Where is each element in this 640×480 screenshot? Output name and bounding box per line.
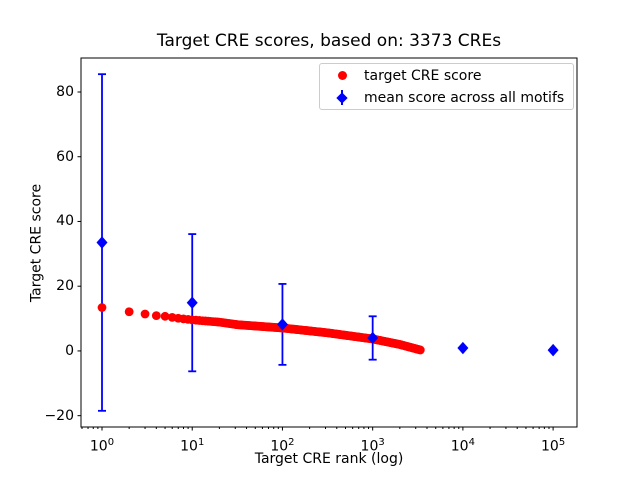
legend-label: target CRE score xyxy=(364,67,482,84)
target-cre-score-points xyxy=(97,303,425,355)
y-tick-label: 40 xyxy=(56,213,74,230)
x-tick-label: 100 xyxy=(89,437,115,455)
red-circle-marker-icon xyxy=(320,65,364,86)
x-tick-label: 104 xyxy=(450,437,475,455)
x-tick-label: 101 xyxy=(180,437,205,455)
y-tick-label: 80 xyxy=(56,83,74,100)
axis-ticks xyxy=(77,91,554,431)
y-tick-label: 20 xyxy=(56,278,74,295)
y-tick-label: 60 xyxy=(56,148,74,165)
y-tick-label: 0 xyxy=(65,342,74,359)
mean-score-errorbars xyxy=(98,73,377,412)
chart-title: Target CRE scores, based on: 3373 CREs xyxy=(156,31,502,51)
x-tick-label: 102 xyxy=(270,437,295,455)
x-tick-label: 103 xyxy=(360,437,385,455)
mean-score-diamonds xyxy=(96,236,559,357)
legend-label: mean score across all motifs xyxy=(364,89,565,106)
x-axis-label: Target CRE rank (log) xyxy=(254,451,404,467)
y-tick-label: −20 xyxy=(44,407,74,424)
legend-item-target-cre-score: target CRE score xyxy=(320,65,573,86)
blue-diamond-errorbar-marker-icon xyxy=(320,87,364,108)
legend: target CRE score mean score across all m… xyxy=(319,63,574,110)
plot-border xyxy=(80,57,578,428)
legend-item-mean-score: mean score across all motifs xyxy=(320,87,573,108)
y-axis-label: Target CRE score xyxy=(28,183,44,302)
x-tick-label: 105 xyxy=(540,437,566,455)
